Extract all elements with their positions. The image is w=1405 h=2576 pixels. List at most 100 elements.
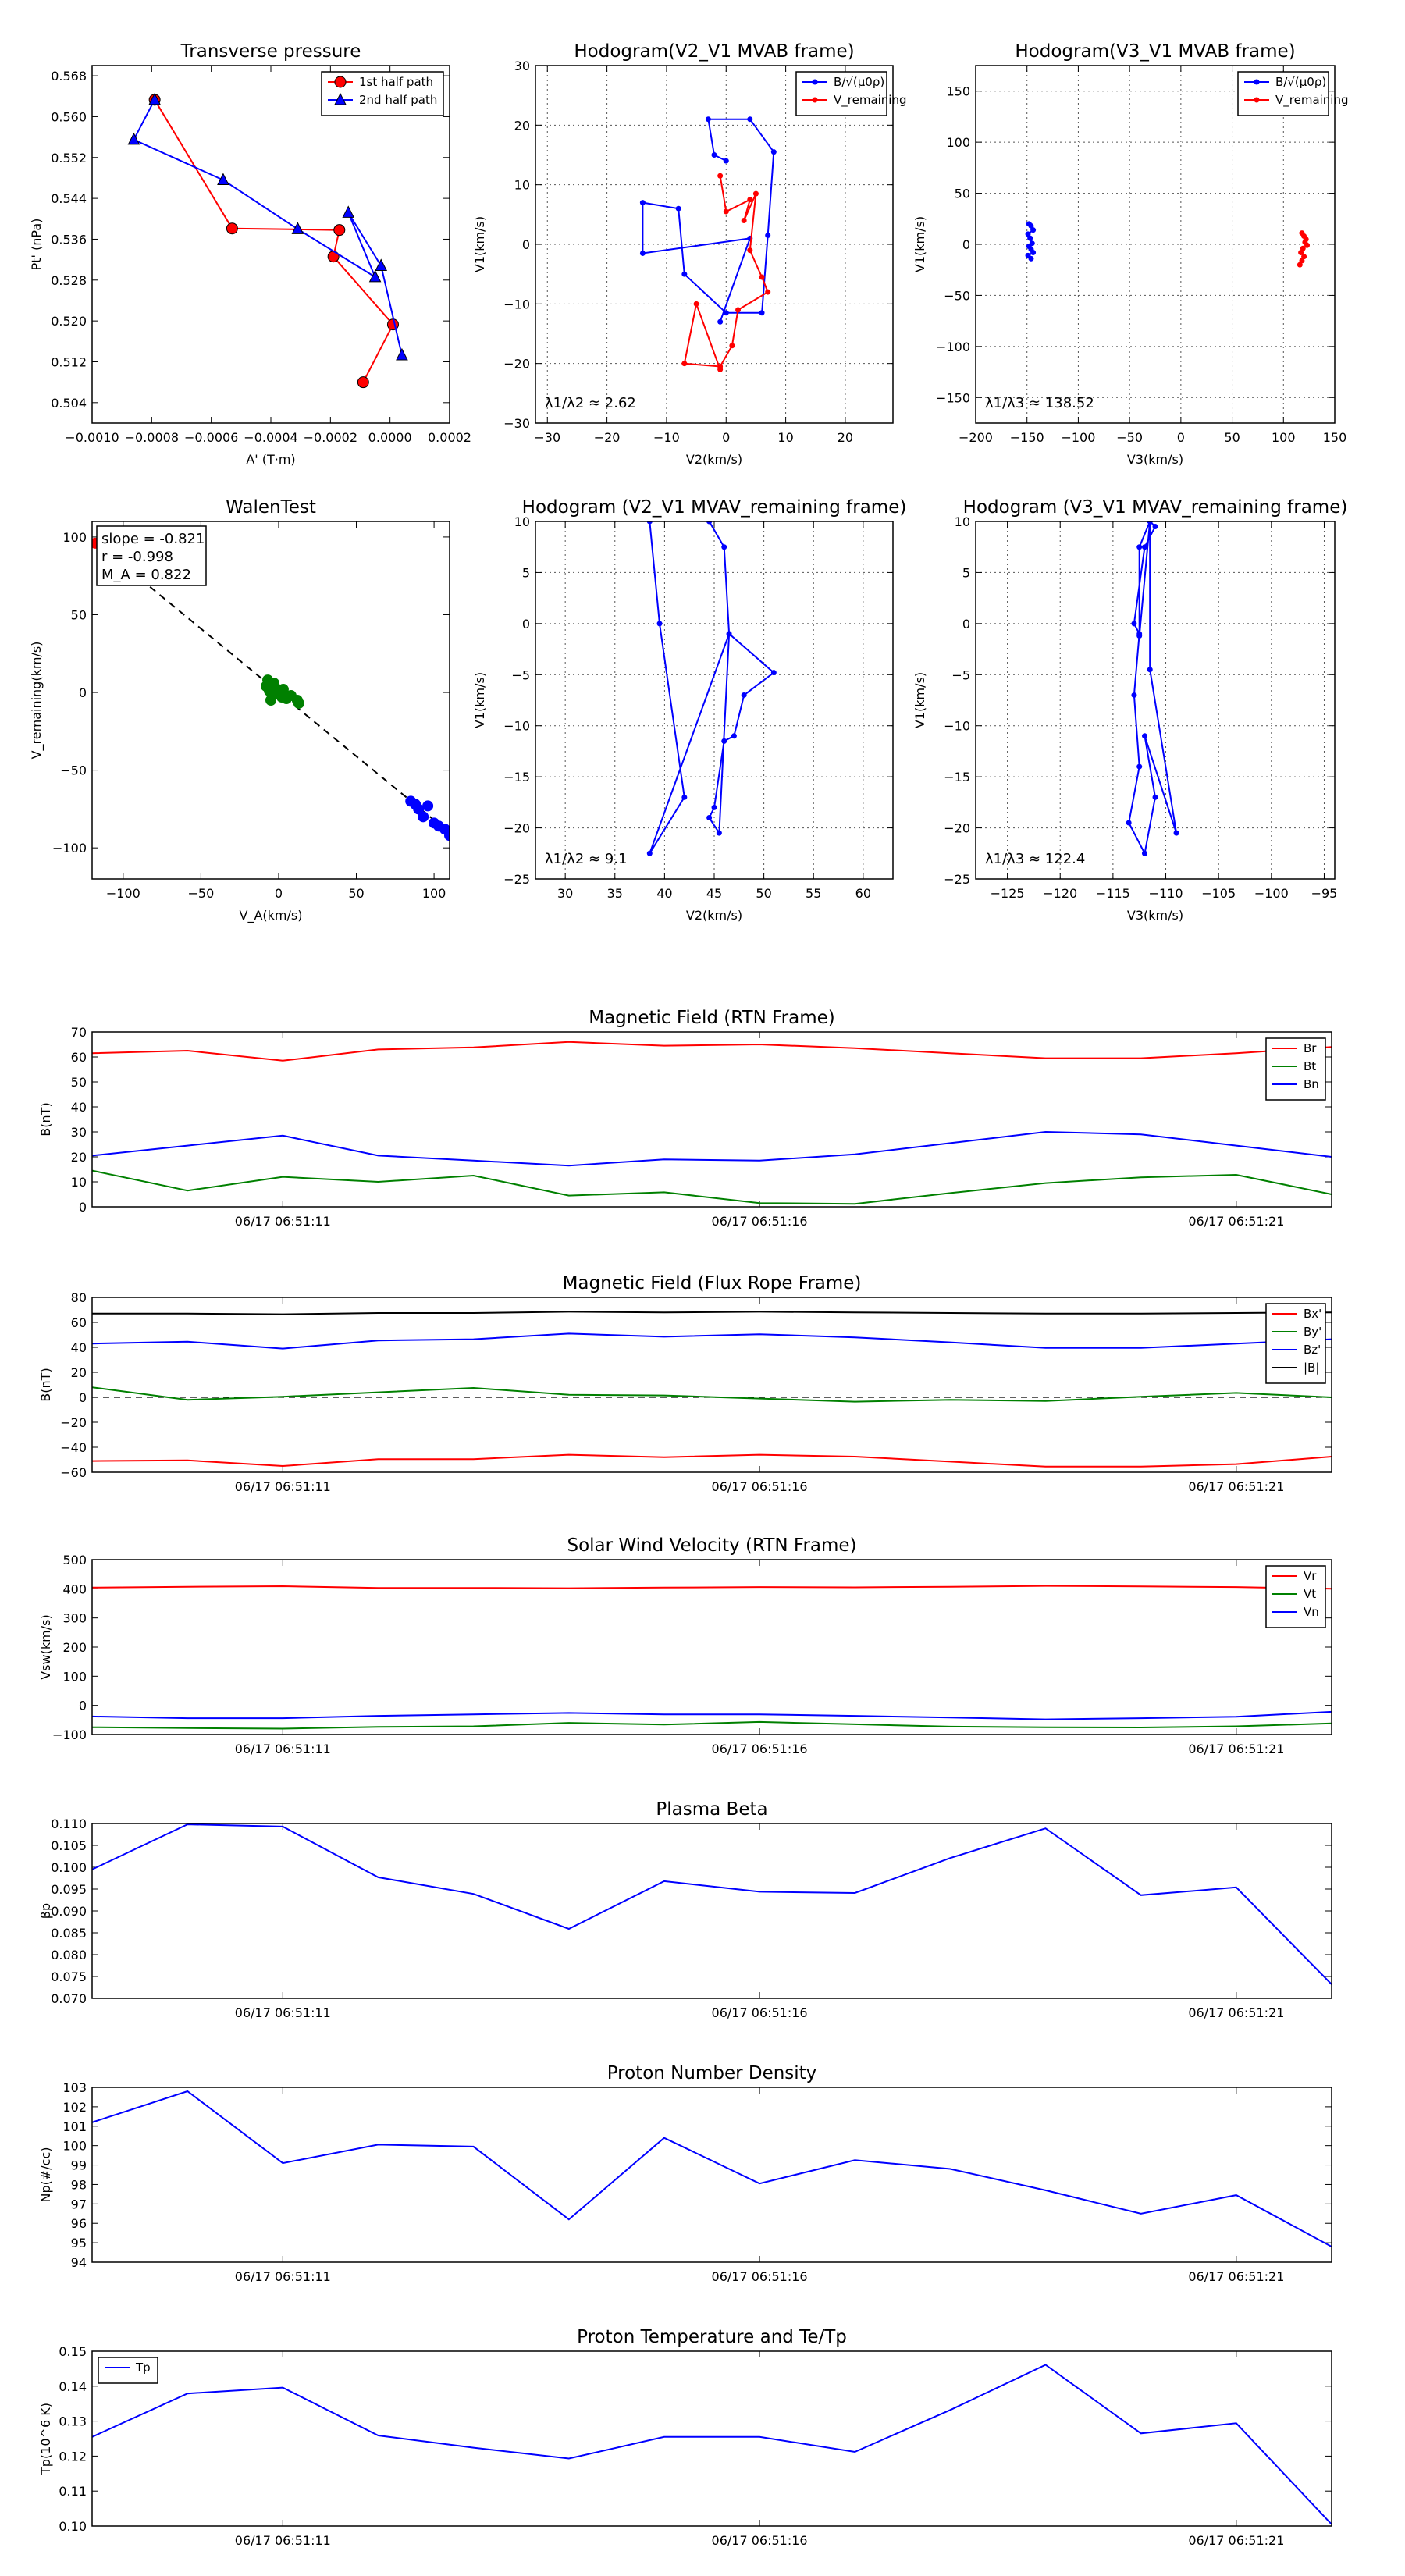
y-axis-label: Vsw(km/s) [38, 1614, 53, 1679]
y-tick-label: −50 [60, 763, 87, 778]
y-axis-label: B(nT) [38, 1102, 53, 1136]
data-point [735, 307, 742, 313]
y-tick-label: 97 [71, 2197, 87, 2211]
y-tick-label: 40 [71, 1340, 87, 1355]
plot-area [1025, 221, 1311, 268]
x-tick-label: −125 [991, 886, 1025, 901]
chart-title: Magnetic Field (Flux Rope Frame) [563, 1273, 862, 1293]
data-point [706, 521, 713, 525]
data-point [293, 697, 304, 709]
x-tick-label: 50 [348, 886, 364, 901]
plot-area [639, 116, 777, 372]
y-tick-label: −150 [936, 390, 970, 405]
data-point [1173, 830, 1179, 836]
y-tick-label: 101 [62, 2119, 87, 2134]
legend-marker [812, 97, 818, 103]
data-point [747, 116, 753, 123]
y-tick-label: 0.544 [51, 191, 87, 206]
axes-frame [91, 1559, 1332, 1735]
legend-label: B/√(μ0ρ) [1275, 75, 1326, 89]
legend-label: Bt [1304, 1059, 1316, 1073]
y-tick-label: −15 [503, 770, 530, 785]
x-axis-label: V2(km/s) [686, 452, 742, 467]
y-tick-label: −20 [60, 1415, 87, 1430]
data-point [1141, 544, 1147, 550]
y-tick-label: −20 [944, 821, 970, 836]
x-tick-label: 50 [756, 886, 771, 901]
x-tick-label: 10 [777, 430, 793, 445]
x-tick-label: −20 [594, 430, 621, 445]
data-point [262, 674, 274, 686]
y-tick-label: 80 [71, 1290, 87, 1305]
y-tick-label: 150 [946, 84, 970, 99]
y-tick-label: 0.110 [51, 1816, 87, 1831]
x-tick-label: −100 [106, 886, 140, 901]
y-tick-label: 50 [71, 1075, 87, 1090]
x-tick-label: −95 [1311, 886, 1338, 901]
data-point [1028, 222, 1034, 229]
data-point [639, 250, 646, 256]
y-tick-label: 0.536 [51, 232, 87, 247]
data-point [646, 521, 653, 525]
y-tick-label: 0.11 [59, 2484, 87, 2499]
y-tick-label: 0.560 [51, 109, 87, 124]
y-tick-label: 60 [71, 1315, 87, 1330]
x-tick-label: 50 [1224, 430, 1240, 445]
y-tick-label: 0.105 [51, 1838, 87, 1853]
data-point [759, 310, 765, 316]
y-tick-label: 0.085 [51, 1926, 87, 1941]
data-point [1300, 245, 1306, 251]
panel-solar_wind_velocity: 06/17 06:51:11 06/17 06:51:16 06/17 06:51:… [38, 1535, 1332, 1756]
data-point [1028, 255, 1034, 262]
data-point [226, 222, 238, 235]
data-point [1126, 820, 1132, 826]
panel-hodogram_v2v1_mvab: −30 −20 −10 0 10 20 −30 −20 −10 0 10 20 30 Hodogram(V… [472, 41, 907, 467]
y-tick-label: 0.090 [51, 1904, 87, 1919]
y-tick-label: 0.15 [59, 2344, 87, 2359]
y-tick-label: −40 [60, 1440, 87, 1455]
y-axis-label: V1(km/s) [912, 672, 927, 728]
plot-area [92, 1041, 1332, 1205]
series-line-βp [92, 1823, 1332, 1985]
chart-title: Proton Temperature and Te/Tp [577, 2327, 847, 2347]
data-point [1136, 544, 1143, 550]
y-tick-label: −20 [503, 821, 530, 836]
data-point [747, 247, 753, 254]
y-tick-label: 10 [514, 178, 530, 193]
y-tick-label: −100 [52, 841, 87, 856]
legend-label: Vt [1304, 1587, 1316, 1601]
axes-frame [91, 1823, 1332, 1999]
series-line-Vn [92, 1710, 1332, 1720]
data-point [127, 132, 140, 145]
legend-label: B/√(μ0ρ) [834, 75, 884, 89]
x-tick-label: 55 [806, 886, 821, 901]
y-tick-label: −10 [503, 297, 530, 311]
x-tick-label: 06/17 06:51:11 [235, 2533, 331, 2548]
chart-title: Plasma Beta [656, 1799, 767, 1820]
series-line-Bz' [92, 1332, 1332, 1350]
axes-frame [91, 1297, 1332, 1473]
annotation-text: λ1/λ2 ≈ 2.62 [545, 395, 636, 411]
axes-frame [975, 65, 1336, 424]
y-tick-label: −20 [503, 357, 530, 372]
data-point [752, 190, 759, 197]
legend-marker [812, 79, 818, 85]
y-tick-label: 0.568 [51, 69, 87, 84]
y-tick-label: −5 [511, 667, 530, 682]
axes-frame [91, 1031, 1332, 1208]
data-point [706, 814, 713, 820]
data-point [731, 733, 737, 739]
y-tick-label: 20 [71, 1365, 87, 1380]
y-tick-label: 0 [962, 617, 970, 632]
y-tick-label: −10 [503, 719, 530, 734]
data-point [386, 318, 399, 331]
y-tick-label: 10 [514, 514, 530, 529]
x-tick-label: 06/17 06:51:11 [235, 2005, 331, 2020]
data-point [1152, 524, 1158, 530]
data-point [770, 670, 777, 676]
panel-walen_test: −100 −50 0 50 100 −100 −50 0 50 100 WalenTest V_A(k… [29, 497, 450, 923]
y-tick-label: 103 [62, 2080, 87, 2095]
data-point [639, 200, 646, 206]
data-point [444, 830, 450, 841]
panel-proton_number_density: 06/17 06:51:11 06/17 06:51:16 06/17 06:51:… [38, 2063, 1332, 2284]
